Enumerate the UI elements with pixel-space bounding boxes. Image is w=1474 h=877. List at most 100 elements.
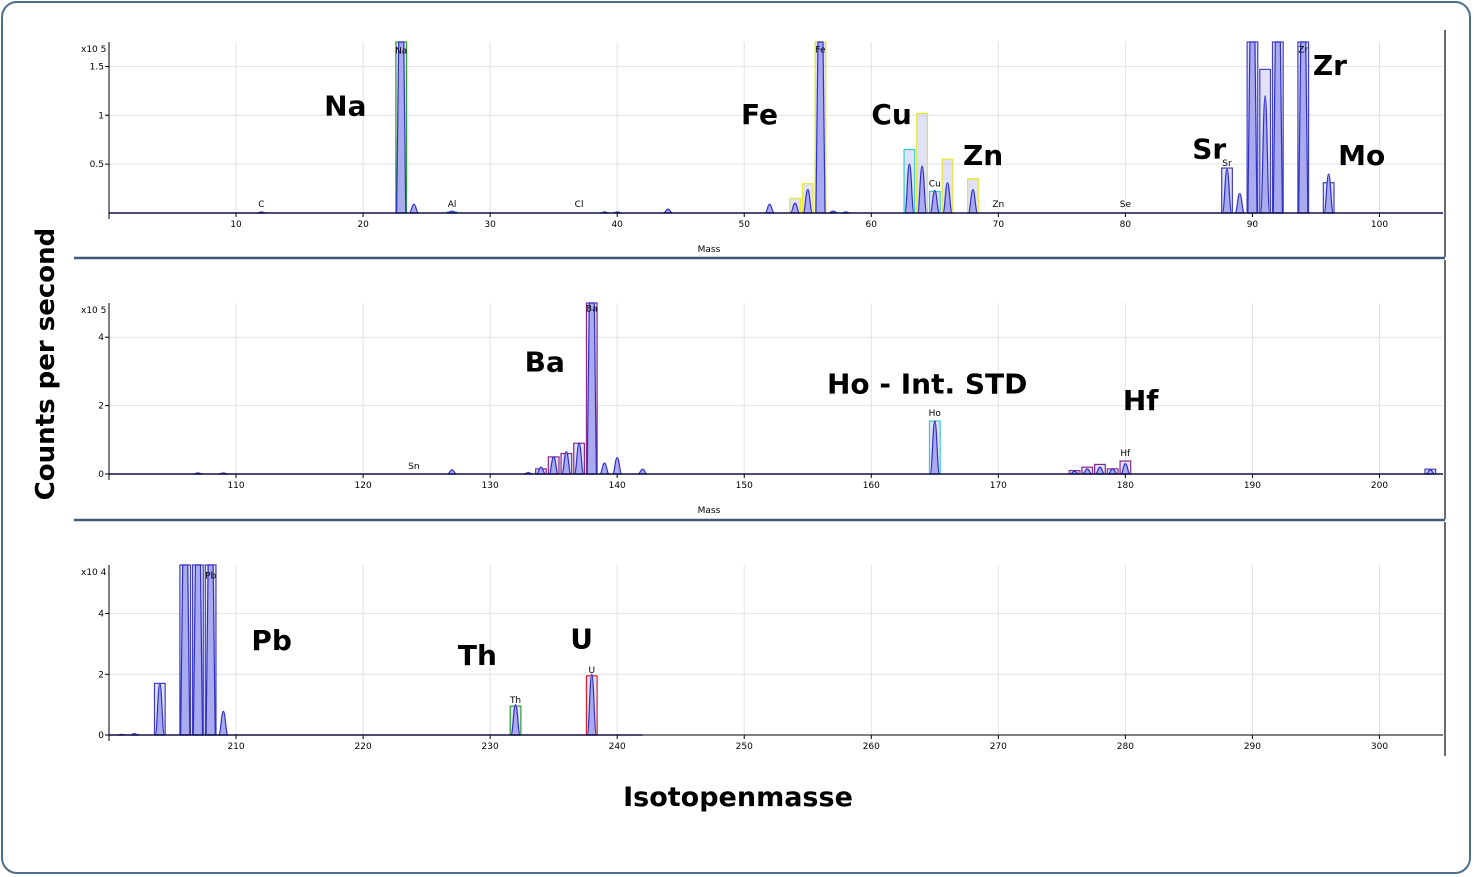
x-tick-label: 60 (866, 220, 878, 230)
panel-top: 10 20 30 40 50 60 70 80 90 100 0.5 1 1.5 x10 5 Mass C Na… (74, 30, 1446, 260)
x-tick-label: 160 (863, 481, 880, 491)
peak (612, 456, 623, 475)
peak (904, 163, 915, 214)
x-tick-label: 40 (611, 220, 623, 230)
x-tick-label: 240 (609, 742, 626, 752)
peak (561, 451, 572, 475)
element-label: Pb (205, 572, 216, 582)
x-tick-label: 220 (355, 742, 372, 752)
element-label: Ba (586, 305, 598, 315)
peak (396, 41, 407, 214)
element-label: U (588, 666, 595, 676)
peak (929, 420, 940, 475)
x-tick-label: 110 (227, 481, 244, 491)
element-annotation: Cu (871, 98, 911, 131)
x-tick-label: 190 (1244, 481, 1261, 491)
element-annotation: Fe (741, 98, 778, 131)
y-axis-title: Counts per second (31, 227, 61, 501)
y-scale-label: x10 5 (81, 306, 106, 316)
peak (192, 564, 204, 736)
element-annotation: Sr (1192, 132, 1226, 165)
x-axis-label: Mass (698, 506, 721, 516)
y-tick-label: 0 (98, 470, 104, 480)
element-label: Hf (1120, 449, 1131, 459)
y-tick-label: 4 (98, 333, 104, 343)
element-label: Zr (1298, 46, 1308, 56)
element-label: Sn (408, 462, 419, 472)
peak (409, 203, 419, 214)
x-axis-title: Isotopenmasse (623, 782, 853, 813)
peak (1234, 192, 1245, 214)
x-tick-label: 90 (1247, 220, 1259, 230)
peak (1247, 41, 1258, 214)
x-tick-label: 270 (990, 742, 1007, 752)
peak (510, 704, 521, 736)
peak (929, 189, 940, 214)
x-tick-label: 280 (1117, 742, 1134, 752)
x-tick-label: 300 (1371, 742, 1388, 752)
x-tick-label: 250 (736, 742, 753, 752)
x-tick-label: 290 (1244, 742, 1261, 752)
peak (942, 182, 953, 214)
y-tick-label: 4 (98, 610, 104, 620)
x-tick-label: 230 (482, 742, 499, 752)
element-label: Sr (1222, 159, 1232, 169)
element-label: Se (1120, 200, 1132, 210)
x-tick-label: 210 (227, 742, 244, 752)
x-tick-label: 100 (1371, 220, 1388, 230)
y-tick-label: 0 (98, 731, 104, 741)
peak (573, 442, 585, 475)
x-tick-label: 80 (1120, 220, 1132, 230)
x-tick-label: 50 (739, 220, 751, 230)
element-annotation: Th (458, 639, 497, 672)
peak (205, 564, 216, 736)
element-label: Na (395, 47, 407, 57)
element-label: Zn (992, 200, 1004, 210)
peak (1259, 95, 1271, 214)
x-tick-label: 130 (482, 481, 499, 491)
element-annotation: Ba (525, 345, 565, 378)
peak (548, 456, 559, 475)
peak (1323, 173, 1334, 214)
element-annotation: Mo (1338, 139, 1385, 172)
element-label: Cu (929, 180, 941, 190)
x-tick-label: 200 (1371, 481, 1388, 491)
peak (790, 202, 800, 214)
element-label: Al (448, 200, 457, 210)
peak (916, 165, 928, 214)
x-tick-label: 140 (609, 481, 626, 491)
y-tick-label: 2 (98, 670, 104, 680)
x-tick-label: 150 (736, 481, 753, 491)
element-annotation: Ho - Int. STD (827, 368, 1027, 401)
peak (802, 188, 813, 214)
element-label: C (258, 200, 264, 210)
element-annotation: Zn (963, 139, 1003, 172)
y-tick-label: 1.5 (90, 62, 104, 72)
peak (1272, 41, 1284, 214)
element-annotation: U (570, 622, 593, 655)
y-tick-label: 1 (98, 111, 104, 121)
x-tick-label: 170 (990, 481, 1007, 491)
peak (764, 203, 775, 214)
peak (1221, 168, 1233, 214)
y-scale-label: x10 5 (81, 45, 106, 55)
x-tick-label: 120 (355, 481, 372, 491)
element-annotation: Zr (1313, 49, 1347, 82)
x-axis-label: Mass (698, 245, 721, 255)
peak (599, 462, 610, 475)
element-annotation: Hf (1123, 384, 1159, 417)
peak (154, 682, 165, 736)
peak (218, 710, 229, 736)
peak (180, 564, 191, 736)
panel-middle: 110 120 130 140 150 160 170 180 190 200 0 2 4 x10 5 Ma… (74, 260, 1446, 522)
peak (1120, 463, 1131, 475)
peak (637, 468, 648, 475)
peak (586, 673, 597, 736)
element-label: Fe (815, 46, 826, 56)
x-tick-label: 30 (484, 220, 496, 230)
peak (967, 188, 979, 214)
element-annotation: Pb (251, 624, 292, 657)
y-tick-label: 2 (98, 402, 104, 412)
